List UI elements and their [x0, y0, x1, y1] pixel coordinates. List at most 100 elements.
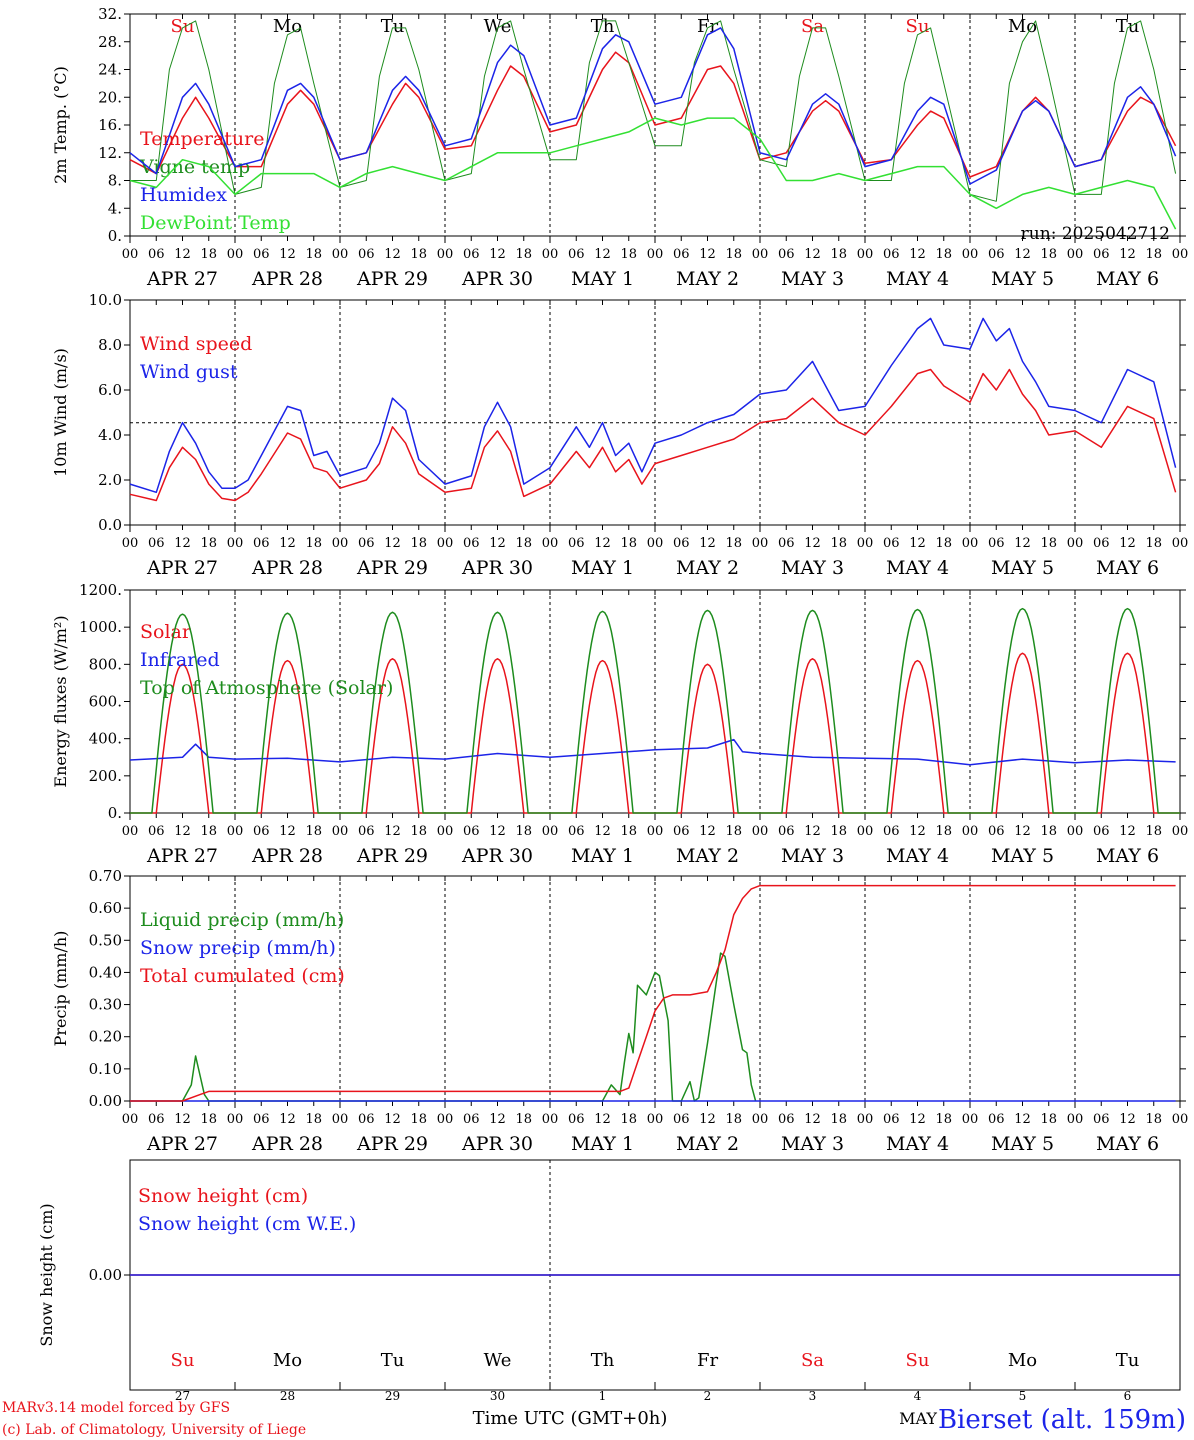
hour-tick-label: 00 [542, 824, 559, 839]
y-tick-label: 20. [98, 88, 122, 106]
hour-tick-label: 18 [1145, 1112, 1162, 1127]
y-tick-label: 0.00 [89, 1266, 122, 1284]
y-tick-label: 600. [89, 693, 122, 711]
hour-tick-label: 18 [200, 1112, 217, 1127]
date-label: APR 28 [251, 845, 323, 867]
legend-entry: Snow height (cm W.E.) [138, 1213, 356, 1235]
legend-entry: Humidex [140, 184, 227, 206]
hour-tick-label: 18 [305, 536, 322, 551]
hour-tick-label: 00 [752, 1112, 769, 1127]
hour-tick-label: 18 [1145, 824, 1162, 839]
hour-tick-label: 18 [725, 536, 742, 551]
hour-tick-label: 12 [699, 536, 716, 551]
hour-tick-label: 12 [909, 247, 926, 262]
hour-tick-label: 00 [542, 247, 559, 262]
hour-tick-label: 06 [1093, 247, 1110, 262]
y-tick-label: 0.40 [89, 963, 122, 981]
date-label: APR 29 [356, 1133, 428, 1155]
date-label: APR 28 [251, 557, 323, 579]
day-number-label: 2 [704, 1389, 712, 1403]
hour-tick-label: 06 [1093, 824, 1110, 839]
date-label: MAY 1 [571, 557, 634, 579]
y-tick-label: 0. [108, 227, 122, 245]
y-tick-label: 8. [108, 172, 122, 190]
hour-tick-label: 00 [227, 824, 244, 839]
hour-tick-label: 12 [489, 247, 506, 262]
day-abbr-label: Tu [1116, 1350, 1140, 1371]
hour-tick-label: 18 [935, 1112, 952, 1127]
legend-entry: Vigne temp [139, 156, 250, 178]
hour-tick-label: 00 [752, 824, 769, 839]
y-tick-label: 0.10 [89, 1060, 122, 1078]
hour-tick-label: 06 [568, 536, 585, 551]
hour-tick-label: 18 [830, 824, 847, 839]
hour-tick-label: 06 [883, 536, 900, 551]
hour-tick-label: 06 [673, 1112, 690, 1127]
date-label: MAY 6 [1096, 1133, 1159, 1155]
lab-credit: (c) Lab. of Climatology, University of L… [2, 1422, 306, 1438]
day-number-label: 29 [385, 1389, 400, 1403]
hour-tick-label: 00 [332, 824, 349, 839]
hour-tick-label: 06 [358, 824, 375, 839]
day-abbr-label: Sa [801, 1350, 824, 1371]
hour-tick-label: 12 [909, 824, 926, 839]
y-tick-label: 32. [98, 5, 122, 23]
date-label: MAY 4 [886, 268, 949, 290]
hour-tick-label: 00 [857, 824, 874, 839]
hour-tick-label: 06 [253, 247, 270, 262]
hour-tick-label: 06 [253, 824, 270, 839]
day-abbr-label: Su [171, 1350, 195, 1371]
hour-tick-label: 12 [909, 536, 926, 551]
hour-tick-label: 12 [174, 536, 191, 551]
hour-tick-label: 18 [935, 247, 952, 262]
hour-tick-label: 12 [804, 536, 821, 551]
panel-2: 10.0 8.0 6.0 4.0 2.0 0.0 10m Wind (m/s) 00 06 12 1… [51, 291, 1188, 579]
hour-tick-label: 12 [594, 824, 611, 839]
y-tick-label: 24. [98, 61, 122, 79]
series-infrared [129, 738, 1176, 766]
date-label: MAY 4 [886, 557, 949, 579]
hour-tick-label: 12 [1014, 1112, 1031, 1127]
hour-tick-label: 12 [1014, 247, 1031, 262]
date-label: MAY 1 [571, 1133, 634, 1155]
hour-tick-label: 00 [647, 536, 664, 551]
hour-tick-label: 00 [437, 536, 454, 551]
hour-tick-label: 00 [962, 247, 979, 262]
y-axis-title: Snow height (cm) [37, 1203, 56, 1346]
legend-entry: Solar [140, 621, 192, 643]
hour-tick-label: 12 [1014, 824, 1031, 839]
hour-tick-label: 12 [174, 1112, 191, 1127]
day-abbr-label: We [484, 1350, 512, 1371]
hour-tick-label: 12 [174, 247, 191, 262]
date-label: MAY 1 [571, 845, 634, 867]
hour-tick-label: 06 [988, 1112, 1005, 1127]
date-label: MAY 6 [1096, 845, 1159, 867]
hour-tick-label: 12 [1119, 536, 1136, 551]
date-label: APR 28 [251, 1133, 323, 1155]
day-number-label: 3 [809, 1389, 817, 1403]
model-credit: MARv3.14 model forced by GFS [2, 1400, 230, 1416]
day-abbr-label: Su [906, 16, 930, 37]
hour-tick-label: 12 [699, 824, 716, 839]
hour-tick-label: 00 [857, 536, 874, 551]
hour-tick-label: 12 [594, 1112, 611, 1127]
hour-tick-label: 00 [437, 824, 454, 839]
date-label: APR 30 [461, 1133, 533, 1155]
y-tick-label: 8.0 [98, 336, 122, 354]
hour-tick-label: 06 [358, 1112, 375, 1127]
hour-tick-label: 18 [410, 536, 427, 551]
date-label: MAY 4 [886, 845, 949, 867]
y-tick-label: 0.20 [89, 1028, 122, 1046]
run-annotation: run: 2025042712 [1021, 224, 1170, 244]
date-label: MAY 5 [991, 557, 1054, 579]
hour-tick-label: 18 [620, 1112, 637, 1127]
hour-tick-label: 00 [332, 1112, 349, 1127]
day-number-label: 4 [914, 1389, 922, 1403]
hour-tick-label: 18 [725, 824, 742, 839]
y-tick-label: 4. [108, 199, 122, 217]
hour-tick-label: 00 [122, 536, 139, 551]
hour-tick-label: 18 [1145, 247, 1162, 262]
date-label: APR 27 [146, 1133, 218, 1155]
hour-tick-label: 18 [515, 536, 532, 551]
date-label: MAY 6 [1096, 268, 1159, 290]
